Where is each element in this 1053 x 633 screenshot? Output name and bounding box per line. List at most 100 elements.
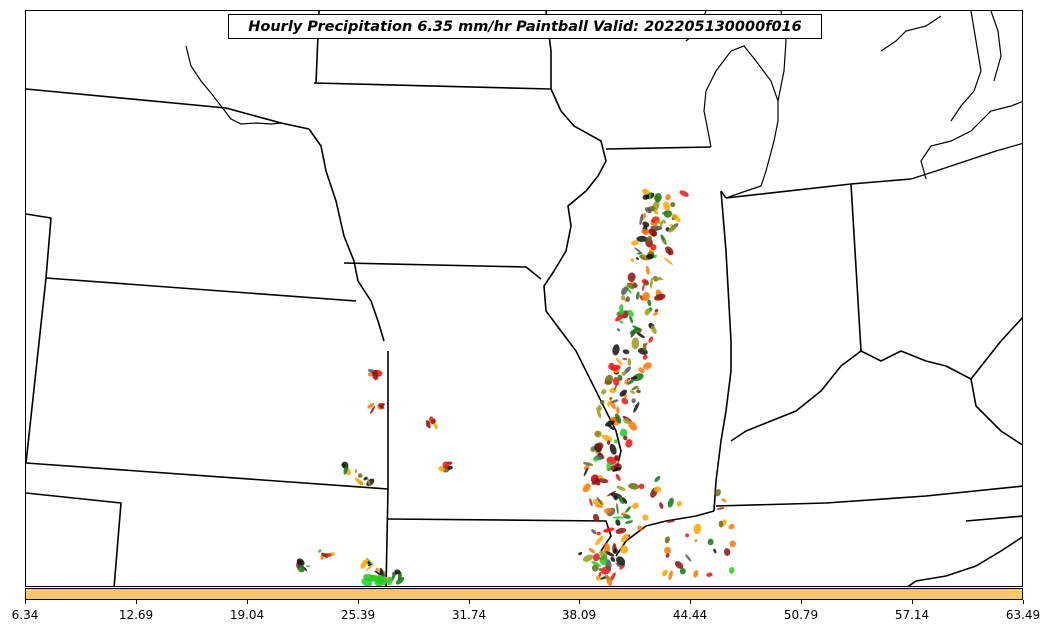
precip-blob [615, 357, 623, 366]
colorbar-tick-mark [1023, 600, 1024, 604]
precip-blob [676, 500, 682, 507]
precip-blob [662, 219, 666, 224]
precip-blob [630, 390, 636, 394]
precip-blob [627, 358, 632, 366]
precip-blob [317, 549, 322, 553]
precip-blob [619, 545, 629, 554]
precip-blob [614, 413, 622, 424]
precip-blob [660, 234, 667, 245]
colorbar [25, 588, 1023, 600]
precip-blob [433, 422, 438, 430]
colorbar-tick-label: 50.79 [783, 608, 819, 622]
precip-blob [582, 461, 594, 466]
boundary-ohio-in-ky [730, 316, 1022, 442]
precip-blob [616, 502, 619, 515]
precip-blob [613, 377, 620, 386]
precip-blob [652, 277, 664, 281]
lake-huron-east [990, 11, 1002, 82]
precip-blob [649, 277, 653, 289]
lake-superior [880, 15, 942, 52]
colorbar-tick-mark [136, 600, 137, 604]
precip-blob [646, 253, 654, 260]
precip-blob [367, 403, 375, 409]
precip-blob [693, 570, 699, 578]
precip-blob [642, 283, 645, 292]
precip-blob [621, 397, 629, 405]
colorbar-tick-label: 63.49 [1005, 608, 1041, 622]
precip-blob [610, 556, 616, 562]
precip-blob [637, 525, 643, 531]
map-title: Hourly Precipitation 6.35 mm/hr Paintbal… [228, 14, 822, 39]
precip-blob [596, 406, 602, 419]
precip-blob [634, 247, 642, 253]
precip-blob [360, 559, 369, 569]
precip-blob [728, 566, 735, 574]
precip-blob [615, 527, 627, 534]
precip-blob [442, 461, 450, 469]
wisconsin-river [185, 45, 282, 125]
precip-blob [615, 562, 622, 568]
precip-blob [612, 344, 620, 356]
precip-blob [614, 455, 621, 461]
precip-blob [365, 564, 373, 572]
precip-blob [665, 520, 675, 523]
precip-blob [626, 377, 631, 381]
precip-blob [630, 376, 638, 380]
precip-blob [588, 548, 596, 554]
colorbar-tick-mark [25, 600, 26, 604]
colorbar-tick-label: 31.74 [451, 608, 487, 622]
precip-blob [625, 505, 632, 513]
precip-blob [615, 473, 621, 481]
colorbar-tick-mark [801, 600, 802, 604]
precip-blob [609, 396, 613, 401]
state-boundaries [26, 11, 1022, 586]
precip-blob [624, 366, 632, 374]
precip-blob [612, 516, 624, 519]
precip-blob [447, 466, 453, 470]
precip-blob [582, 554, 594, 562]
boundary-missouri-river [308, 128, 385, 342]
precip-blob [654, 308, 659, 313]
precip-blob [713, 548, 717, 554]
precip-blob [707, 538, 714, 546]
precip-blob [615, 313, 625, 322]
precip-blob [654, 293, 666, 301]
precip-blob [615, 519, 621, 526]
precip-blob [597, 475, 604, 479]
precip-blob [624, 520, 634, 524]
boundary-tn-south [907, 536, 1022, 586]
colorbar-tick-label: 38.09 [561, 608, 597, 622]
precip-blob [642, 354, 648, 360]
boundary-mn-ia [313, 82, 552, 90]
precip-blob [627, 272, 636, 282]
precip-blob [663, 210, 673, 218]
boundary-mississippi-upper [543, 88, 622, 472]
precip-blob [619, 428, 628, 437]
precip-blob [606, 461, 612, 472]
precip-blob [606, 440, 611, 445]
precip-blob [642, 343, 647, 352]
colorbar-tick-label: 57.14 [894, 608, 930, 622]
precip-blob [582, 483, 591, 493]
precip-blob [632, 502, 639, 510]
precip-blob [674, 561, 684, 569]
colorbar-tick-mark [690, 600, 691, 604]
precip-blob [367, 369, 375, 373]
precip-blob [604, 574, 610, 581]
precip-blob [619, 389, 628, 397]
boundary-ia-mo [343, 262, 542, 280]
precip-blob [653, 254, 657, 259]
colorbar-tick-mark [912, 600, 913, 604]
precip-blob [627, 309, 634, 317]
precip-blob [636, 387, 640, 391]
precip-blob [641, 291, 650, 302]
precip-blob [729, 540, 737, 548]
precip-blob [591, 561, 602, 567]
lake-michigan [703, 45, 779, 199]
precip-blob [377, 404, 385, 409]
precip-blob [636, 389, 641, 393]
precip-blob [596, 531, 601, 536]
precip-blob [595, 442, 604, 450]
boundary-wi-il [605, 146, 712, 150]
precip-blob [642, 194, 650, 200]
